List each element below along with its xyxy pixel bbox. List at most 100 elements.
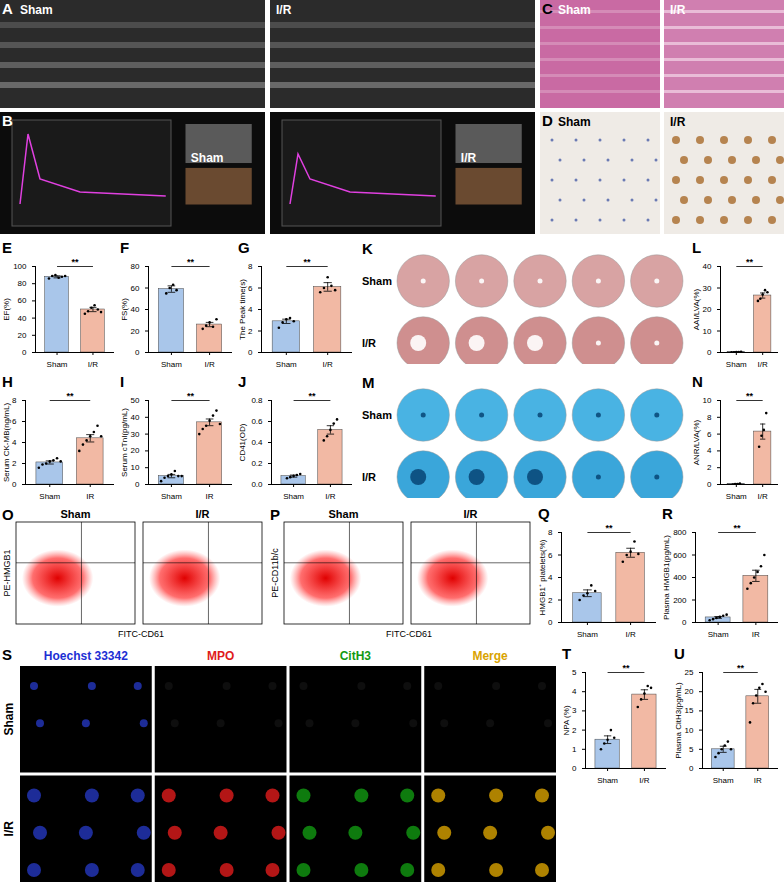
svg-text:4: 4 bbox=[707, 446, 712, 455]
svg-text:FITC-CD61: FITC-CD61 bbox=[386, 629, 432, 639]
svg-text:80: 80 bbox=[131, 262, 140, 271]
svg-text:Serum CK-MB(ng/mL): Serum CK-MB(ng/mL) bbox=[2, 403, 11, 482]
svg-text:Merge: Merge bbox=[472, 649, 508, 663]
svg-text:25: 25 bbox=[685, 668, 694, 677]
svg-text:Sham: Sham bbox=[558, 115, 591, 129]
svg-text:100: 100 bbox=[13, 262, 27, 271]
svg-text:PE-CD11b/c: PE-CD11b/c bbox=[270, 548, 280, 598]
svg-text:6: 6 bbox=[248, 284, 253, 293]
svg-text:8: 8 bbox=[548, 528, 553, 537]
svg-text:Sham: Sham bbox=[726, 360, 747, 369]
svg-text:Plasma HMGB1(pg/mL): Plasma HMGB1(pg/mL) bbox=[662, 535, 671, 620]
svg-text:**: ** bbox=[308, 391, 316, 401]
svg-text:IR: IR bbox=[86, 492, 94, 501]
svg-text:CitH3: CitH3 bbox=[340, 649, 372, 663]
svg-text:15: 15 bbox=[685, 706, 694, 715]
svg-text:I/R: I/R bbox=[88, 360, 98, 369]
svg-text:**: ** bbox=[71, 257, 79, 267]
svg-text:60: 60 bbox=[18, 296, 27, 305]
svg-text:Sham: Sham bbox=[577, 630, 598, 639]
svg-text:80: 80 bbox=[18, 279, 27, 288]
svg-text:20: 20 bbox=[131, 327, 140, 336]
svg-text:EF(%): EF(%) bbox=[2, 298, 11, 321]
svg-text:0: 0 bbox=[135, 348, 140, 357]
svg-text:I/R: I/R bbox=[195, 508, 209, 520]
svg-text:**: ** bbox=[746, 391, 754, 401]
svg-text:I/R: I/R bbox=[670, 115, 686, 129]
svg-text:40: 40 bbox=[131, 305, 140, 314]
svg-text:CD41(OD): CD41(OD) bbox=[238, 423, 247, 461]
svg-text:Sham: Sham bbox=[276, 360, 297, 369]
svg-text:10: 10 bbox=[703, 327, 712, 336]
svg-text:I/R: I/R bbox=[362, 337, 376, 349]
svg-text:Sham: Sham bbox=[161, 360, 182, 369]
svg-text:Sham: Sham bbox=[713, 776, 734, 785]
svg-text:**: ** bbox=[303, 257, 311, 267]
svg-text:Sham: Sham bbox=[47, 360, 68, 369]
svg-text:8: 8 bbox=[248, 262, 253, 271]
svg-text:Sham: Sham bbox=[191, 151, 224, 165]
svg-text:600: 600 bbox=[673, 551, 687, 560]
svg-text:Sham: Sham bbox=[558, 3, 591, 17]
svg-text:0: 0 bbox=[135, 480, 140, 489]
svg-text:I/R: I/R bbox=[463, 508, 477, 520]
svg-text:I/R: I/R bbox=[325, 492, 335, 501]
svg-text:Sham: Sham bbox=[161, 492, 182, 501]
svg-text:The Peak time(s): The Peak time(s) bbox=[238, 279, 247, 340]
svg-text:10: 10 bbox=[131, 463, 140, 472]
svg-text:2: 2 bbox=[248, 327, 253, 336]
svg-text:FITC-CD61: FITC-CD61 bbox=[118, 629, 164, 639]
svg-text:2: 2 bbox=[572, 726, 577, 735]
svg-text:0.2: 0.2 bbox=[251, 459, 263, 468]
svg-text:I/R: I/R bbox=[670, 3, 686, 17]
svg-text:400: 400 bbox=[673, 573, 687, 582]
svg-text:Sham: Sham bbox=[2, 703, 16, 736]
svg-text:30: 30 bbox=[703, 284, 712, 293]
svg-text:40: 40 bbox=[18, 314, 27, 323]
svg-text:2: 2 bbox=[707, 463, 712, 472]
svg-text:Sham: Sham bbox=[597, 776, 618, 785]
svg-text:Sham: Sham bbox=[362, 409, 392, 421]
svg-text:I/R: I/R bbox=[323, 360, 333, 369]
svg-text:**: ** bbox=[66, 391, 74, 401]
svg-text:4: 4 bbox=[572, 687, 577, 696]
svg-text:I/R: I/R bbox=[625, 630, 635, 639]
svg-text:I/R: I/R bbox=[461, 151, 477, 165]
svg-text:800: 800 bbox=[673, 528, 687, 537]
svg-text:0.6: 0.6 bbox=[251, 417, 263, 426]
svg-text:AAI/LVA(%): AAI/LVA(%) bbox=[692, 288, 701, 330]
svg-text:60: 60 bbox=[131, 284, 140, 293]
svg-text:HMGB1⁺ platelets(%): HMGB1⁺ platelets(%) bbox=[538, 539, 547, 615]
svg-text:I/R: I/R bbox=[758, 492, 768, 501]
svg-text:I/R: I/R bbox=[362, 471, 376, 483]
svg-text:**: ** bbox=[622, 663, 630, 673]
svg-text:10: 10 bbox=[685, 726, 694, 735]
svg-text:Sham: Sham bbox=[61, 508, 91, 520]
svg-text:0.4: 0.4 bbox=[251, 438, 263, 447]
svg-text:IR: IR bbox=[206, 492, 214, 501]
svg-text:IR: IR bbox=[752, 630, 760, 639]
svg-text:0.8: 0.8 bbox=[251, 396, 263, 405]
svg-text:20: 20 bbox=[18, 331, 27, 340]
svg-text:0.0: 0.0 bbox=[251, 480, 263, 489]
svg-text:Sham: Sham bbox=[20, 3, 53, 17]
svg-text:0: 0 bbox=[707, 480, 712, 489]
svg-text:FS(%): FS(%) bbox=[120, 298, 129, 321]
svg-text:5: 5 bbox=[689, 745, 694, 754]
svg-text:2: 2 bbox=[12, 459, 17, 468]
svg-text:**: ** bbox=[187, 391, 195, 401]
svg-text:4: 4 bbox=[248, 305, 253, 314]
svg-text:ANR/LVA(%): ANR/LVA(%) bbox=[692, 419, 701, 465]
svg-text:**: ** bbox=[737, 663, 745, 673]
svg-text:6: 6 bbox=[548, 551, 553, 560]
svg-text:NPA (%): NPA (%) bbox=[562, 705, 571, 735]
svg-text:3: 3 bbox=[572, 706, 577, 715]
svg-text:I/R: I/R bbox=[758, 360, 768, 369]
svg-text:MPO: MPO bbox=[207, 649, 234, 663]
svg-text:20: 20 bbox=[703, 305, 712, 314]
svg-text:Serum cTnI(pg/mL): Serum cTnI(pg/mL) bbox=[120, 408, 129, 477]
svg-text:10: 10 bbox=[703, 396, 712, 405]
svg-text:8: 8 bbox=[707, 413, 712, 422]
svg-text:Sham: Sham bbox=[39, 492, 60, 501]
svg-text:40: 40 bbox=[703, 262, 712, 271]
